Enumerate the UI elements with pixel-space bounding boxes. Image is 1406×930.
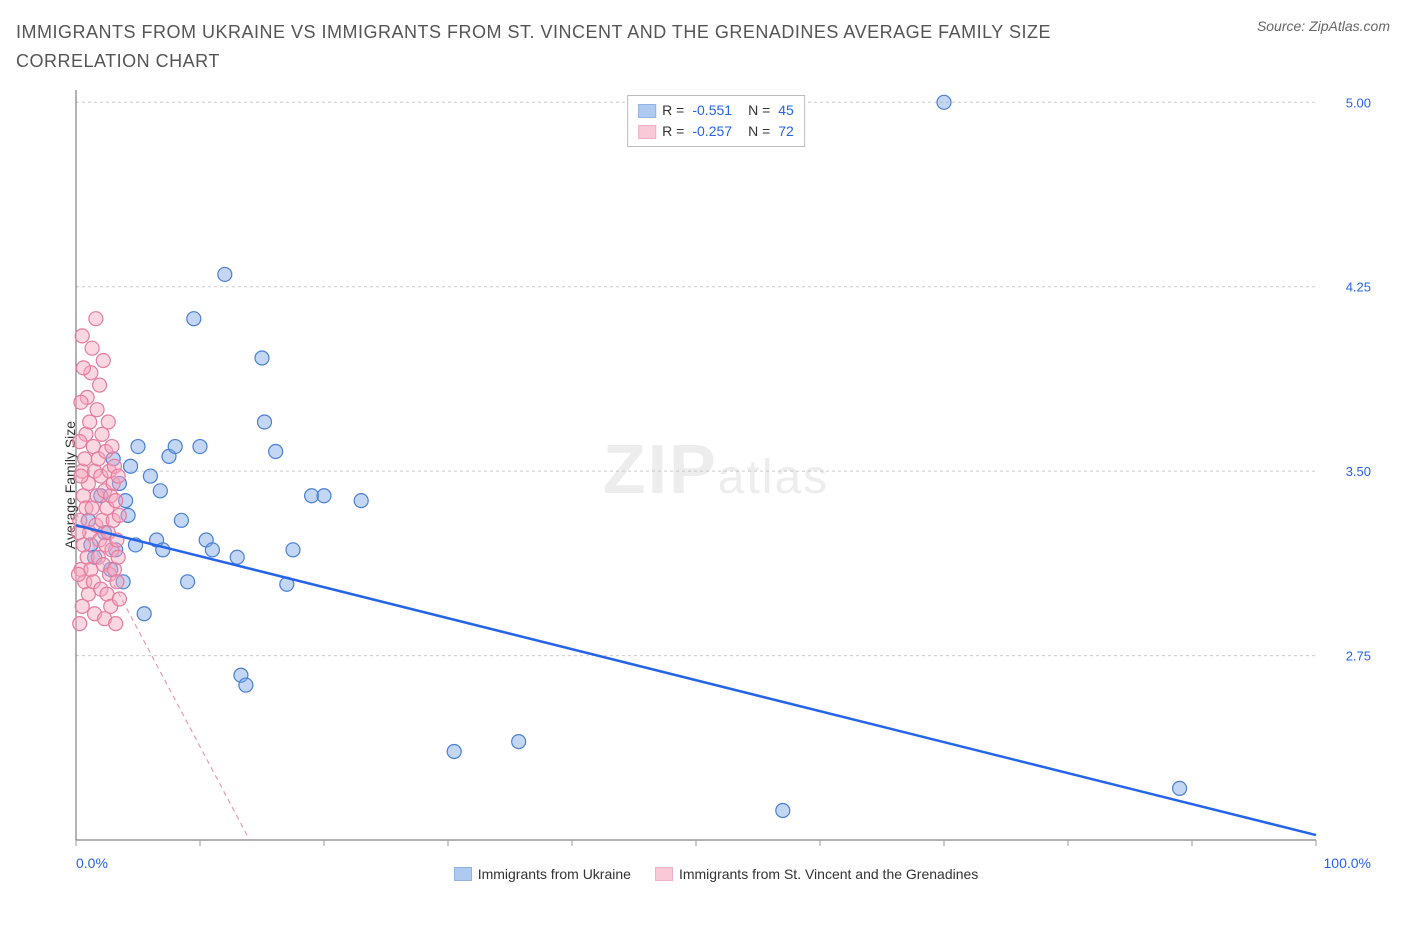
source-attribution: Source: ZipAtlas.com: [1257, 18, 1390, 34]
legend-swatch-stvincent: [638, 125, 656, 139]
chart-title: IMMIGRANTS FROM UKRAINE VS IMMIGRANTS FR…: [16, 18, 1116, 76]
legend-row-stvincent: R = -0.257 N = 72: [638, 121, 794, 142]
legend-swatch-ukraine: [638, 104, 656, 118]
r-label: R =: [662, 100, 684, 121]
legend-row-ukraine: R = -0.551 N = 45: [638, 100, 794, 121]
svg-text:2.75: 2.75: [1346, 649, 1371, 664]
r-label: R =: [662, 121, 684, 142]
series-name-stvincent: Immigrants from St. Vincent and the Gren…: [679, 866, 978, 882]
series-legend-item-ukraine: Immigrants from Ukraine: [454, 866, 631, 882]
series-swatch-stvincent: [655, 867, 673, 881]
series-name-ukraine: Immigrants from Ukraine: [478, 866, 631, 882]
svg-text:4.25: 4.25: [1346, 280, 1371, 295]
chart-svg: 2.753.504.255.000.0%100.0%: [56, 90, 1376, 880]
correlation-legend: R = -0.551 N = 45 R = -0.257 N = 72: [627, 95, 805, 147]
scatter-chart: ZIPatlas R =-0.551N =45R =-0.257N =72 2.…: [56, 90, 1376, 880]
svg-text:3.50: 3.50: [1346, 464, 1371, 479]
r-value-stvincent: -0.257: [692, 121, 732, 142]
source-prefix: Source:: [1257, 18, 1309, 34]
series-legend: Immigrants from Ukraine Immigrants from S…: [56, 866, 1376, 882]
r-value-ukraine: -0.551: [692, 100, 732, 121]
n-value-ukraine: 45: [778, 100, 794, 121]
n-label: N =: [748, 121, 770, 142]
svg-text:5.00: 5.00: [1346, 95, 1371, 110]
series-legend-item-stvincent: Immigrants from St. Vincent and the Gren…: [655, 866, 978, 882]
n-value-stvincent: 72: [778, 121, 794, 142]
source-name: ZipAtlas.com: [1309, 18, 1390, 34]
series-swatch-ukraine: [454, 867, 472, 881]
n-label: N =: [748, 100, 770, 121]
